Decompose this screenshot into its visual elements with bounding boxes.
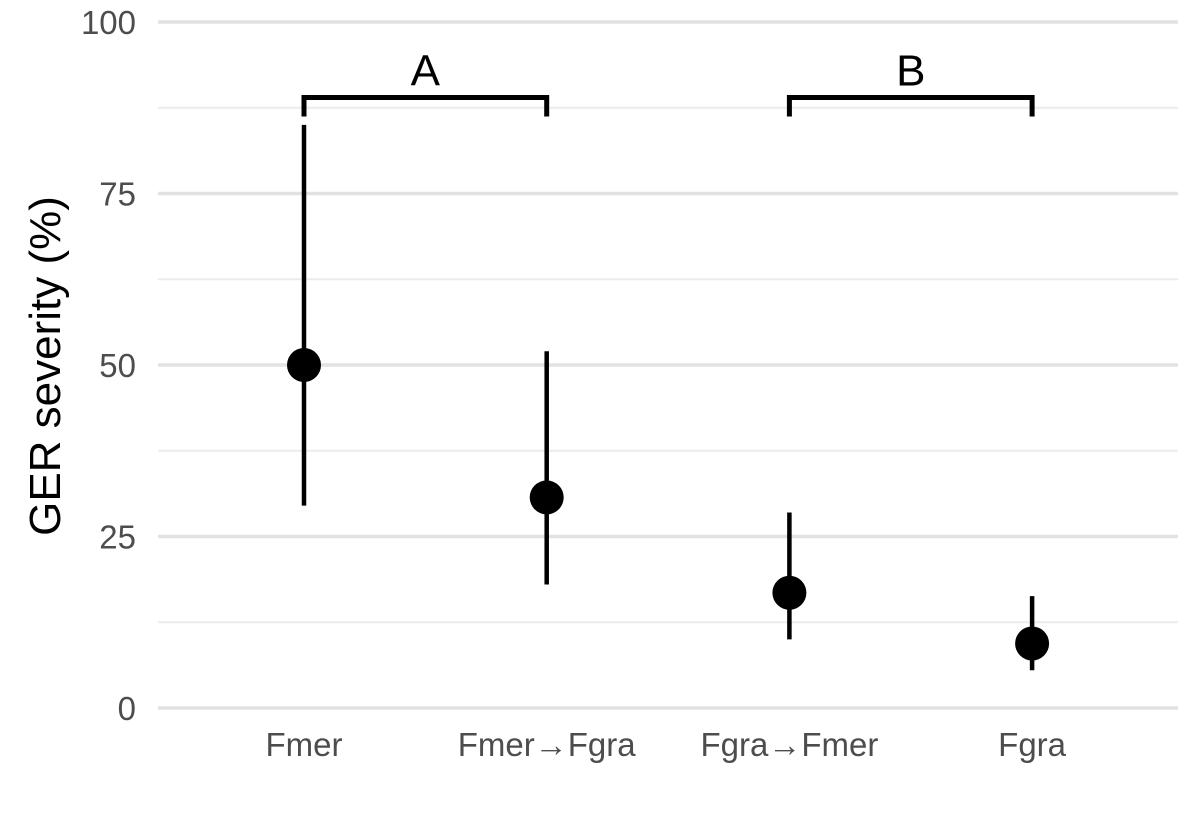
grid xyxy=(158,20,1178,710)
x-tick-label: Fgra xyxy=(998,726,1067,763)
y-tick-label: 0 xyxy=(118,690,136,727)
y-tick-label: 25 xyxy=(99,519,136,556)
y-tick-label: 100 xyxy=(81,4,136,41)
group-bracket xyxy=(786,94,1035,117)
x-tick-labels: Fmer Fmer→Fgra Fgra→Fmer Fgra xyxy=(266,726,1067,763)
y-tick-labels: 0 25 50 75 100 xyxy=(81,4,136,727)
x-tick-label: Fgra→Fmer xyxy=(700,726,878,763)
data-points xyxy=(287,124,1050,671)
y-axis-title: GER severity (%) xyxy=(21,196,70,536)
x-tick-label: Fmer→Fgra xyxy=(458,726,636,763)
y-tick-label: 50 xyxy=(99,347,136,384)
x-tick-label: Fmer xyxy=(266,726,343,763)
data-point xyxy=(772,575,807,610)
group-label: B xyxy=(896,46,925,95)
group-label: A xyxy=(411,46,441,95)
data-point xyxy=(529,480,564,515)
data-point xyxy=(1015,626,1050,661)
group-bracket xyxy=(301,94,550,117)
y-tick-label: 75 xyxy=(99,176,136,213)
data-point xyxy=(287,348,321,382)
